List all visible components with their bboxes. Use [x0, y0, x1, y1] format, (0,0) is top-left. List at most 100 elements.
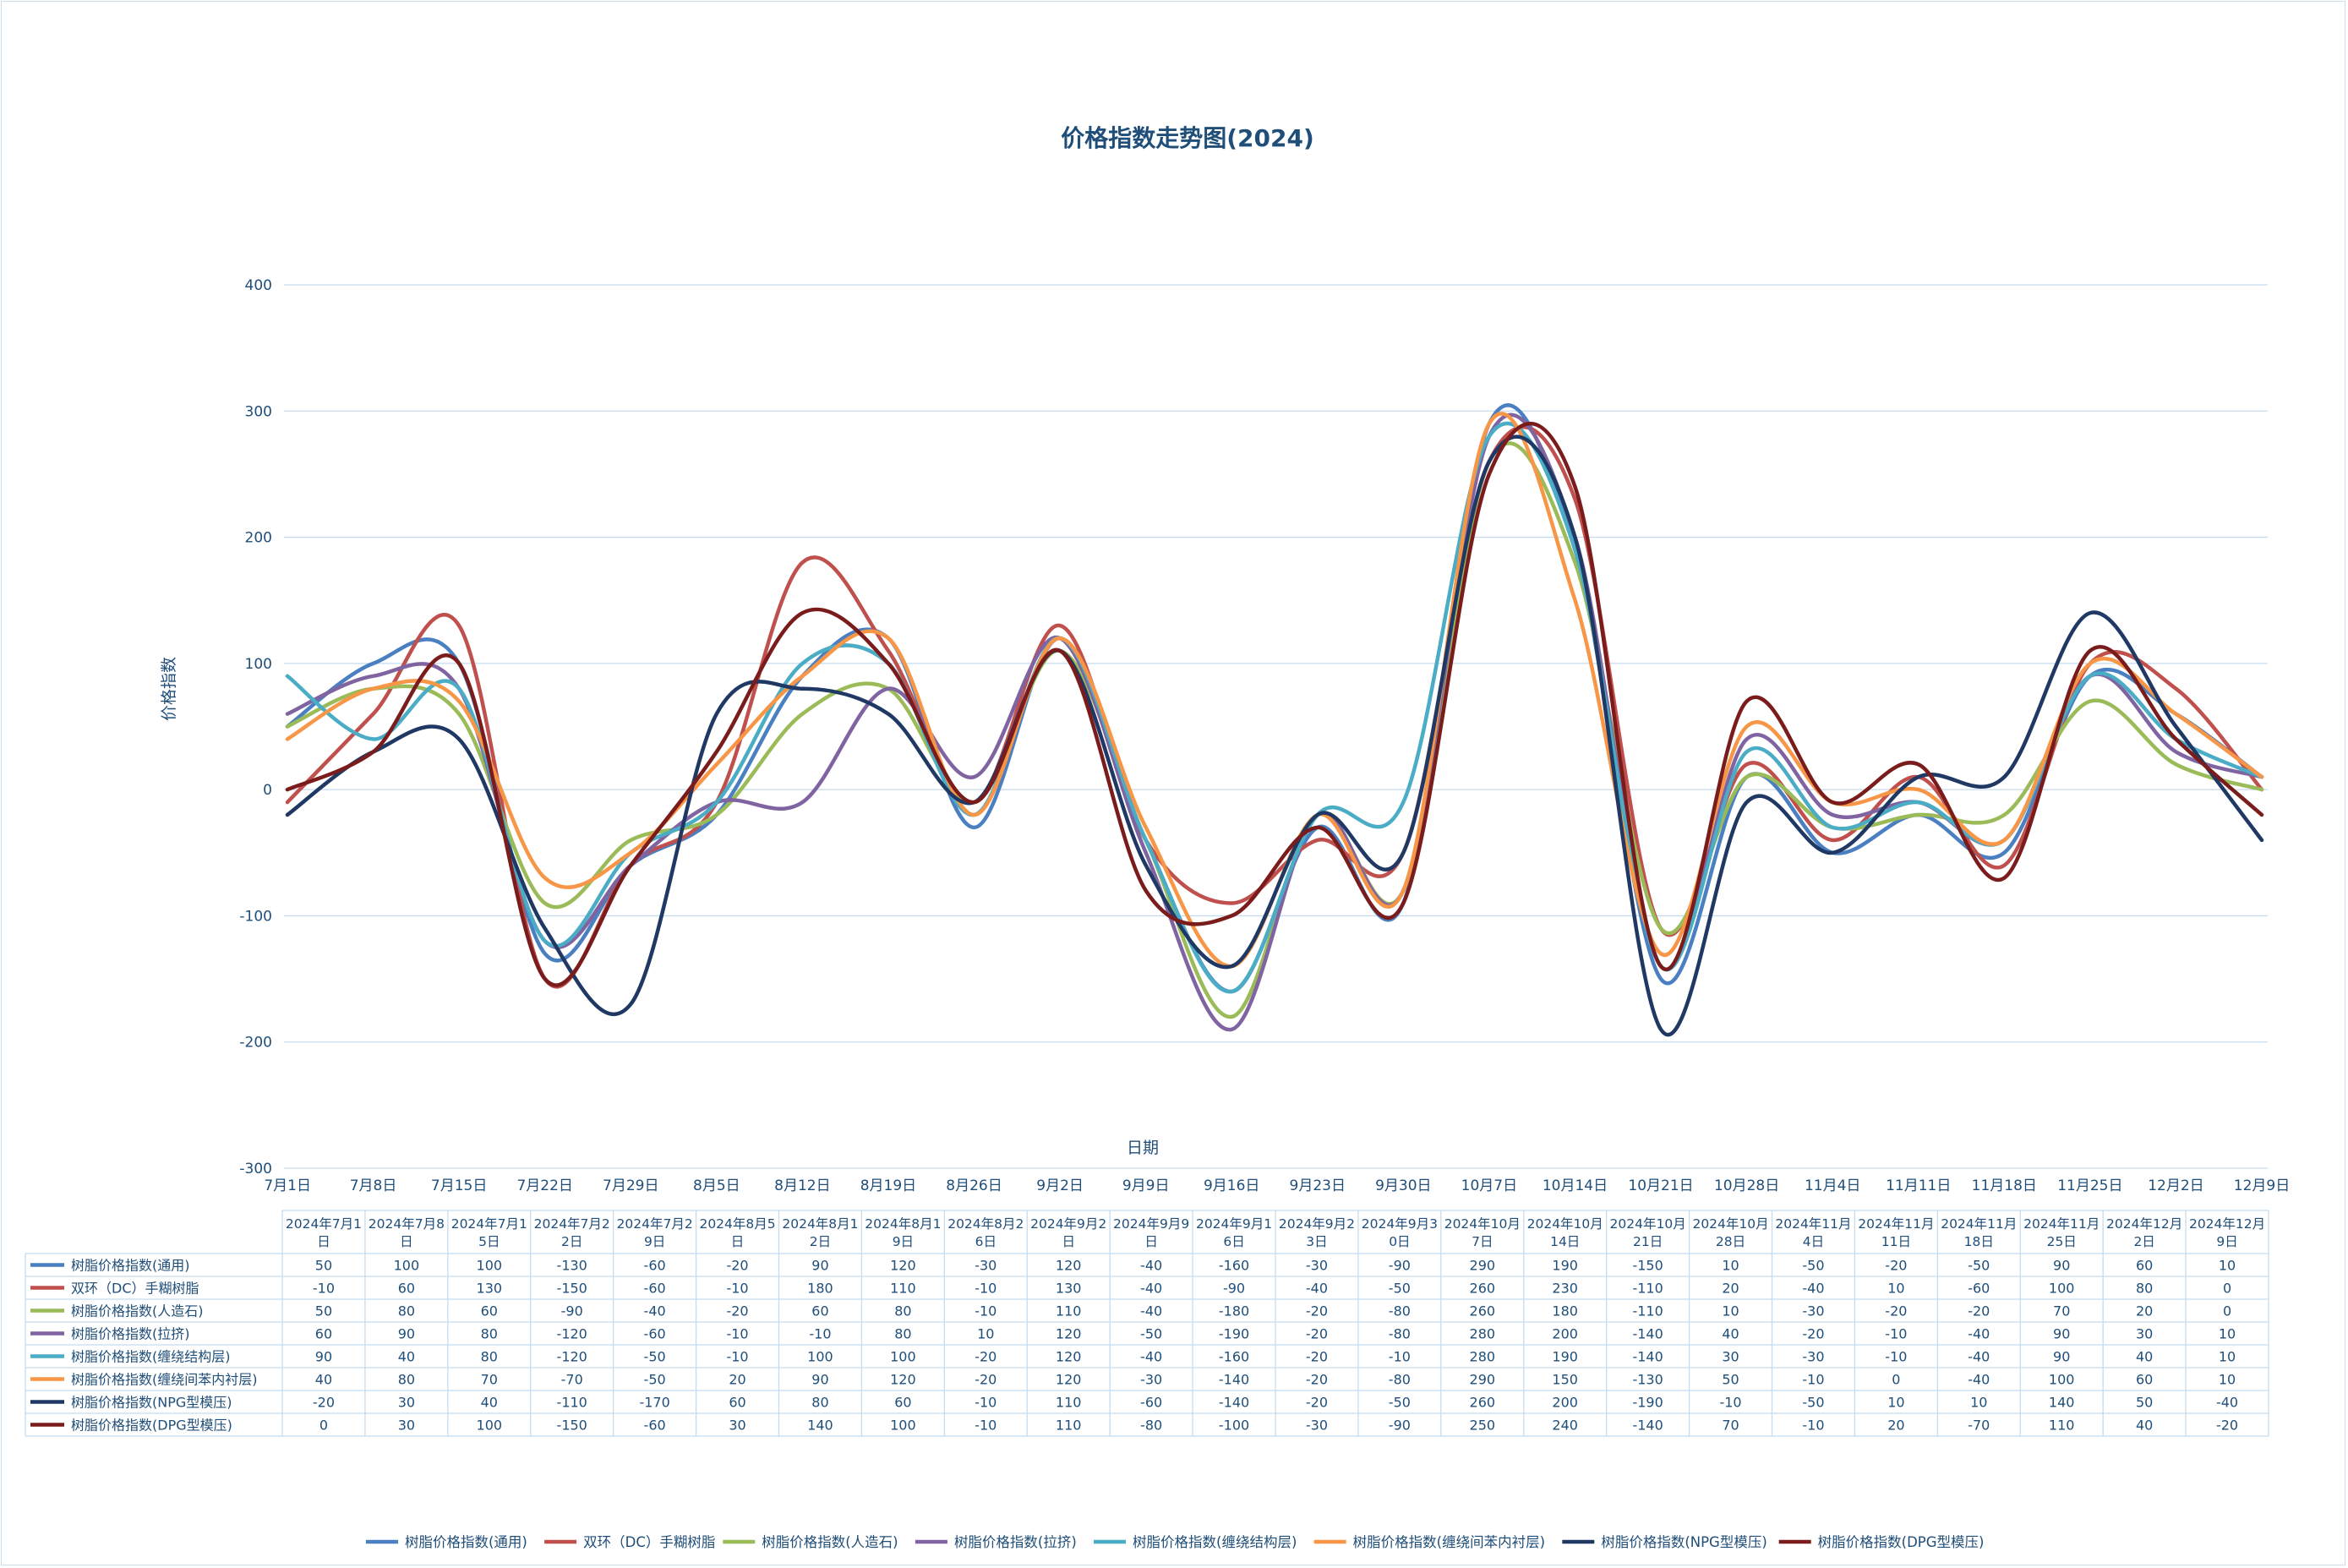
table-cell: -30	[975, 1258, 997, 1274]
table-cell: 280	[1470, 1349, 1496, 1365]
table-cell: -90	[1389, 1258, 1411, 1274]
table-header: 2024年10月	[1610, 1216, 1686, 1232]
table-header: 6日	[1223, 1234, 1244, 1249]
y-axis-ticks: 400 300 200 100 0 -100 -200 -300	[239, 277, 272, 1177]
table-cell: -20	[726, 1258, 748, 1274]
table-cell: 190	[1552, 1349, 1578, 1365]
table-cell: -180	[1219, 1303, 1249, 1319]
table-cell: -150	[1632, 1258, 1663, 1274]
table-cell: -40	[2216, 1395, 2238, 1411]
table-cell: 70	[2053, 1303, 2070, 1319]
table-cell: -40	[1140, 1349, 1162, 1365]
table-header: 2024年7月1	[451, 1216, 527, 1232]
table-cell: -10	[726, 1349, 748, 1365]
table-cell: 80	[398, 1372, 415, 1388]
table-cell: 20	[1887, 1418, 1904, 1434]
table-header: 2024年11月	[1858, 1216, 1934, 1232]
table-cell: -110	[1632, 1303, 1663, 1319]
table-header: 2024年9月2	[1279, 1216, 1355, 1232]
table-cell: 80	[481, 1326, 498, 1342]
table-cell: -80	[1389, 1372, 1411, 1388]
table-header: 9日	[644, 1234, 665, 1249]
table-cell: 10	[2219, 1326, 2236, 1342]
table-cell: 40	[1722, 1326, 1739, 1342]
table-cell: -20	[1885, 1258, 1907, 1274]
table-cell: -60	[1968, 1281, 1990, 1297]
table-cell: 80	[894, 1303, 911, 1319]
table-cell: 60	[315, 1326, 332, 1342]
table-cell: 130	[1056, 1281, 1082, 1297]
x-tick-label: 7月15日	[431, 1177, 487, 1194]
table-cell: 280	[1470, 1326, 1496, 1342]
table-cell: 60	[729, 1395, 745, 1411]
table-cell: -10	[1719, 1395, 1741, 1411]
table-cell: 150	[1552, 1372, 1578, 1388]
table-cell: -90	[1389, 1418, 1411, 1434]
table-cell: 10	[1887, 1395, 1904, 1411]
chart-title: 价格指数走势图(2024)	[1061, 124, 1314, 152]
table-cell: 250	[1470, 1418, 1496, 1434]
table-cell: 110	[890, 1281, 916, 1297]
x-tick-label: 11月4日	[1805, 1177, 1860, 1194]
table-header: 2024年9月3	[1362, 1216, 1438, 1232]
table-cell: 30	[398, 1418, 415, 1434]
x-tick-label: 9月9日	[1122, 1177, 1170, 1194]
table-cell: -10	[975, 1395, 997, 1411]
table-cell: 120	[1056, 1372, 1082, 1388]
table-cell: 10	[1722, 1258, 1739, 1274]
table-cell: 20	[729, 1372, 745, 1388]
table-cell: 90	[2053, 1349, 2070, 1365]
table-cell: -40	[1140, 1281, 1162, 1297]
table-cell: 260	[1470, 1303, 1496, 1319]
table-header: 2024年8月1	[782, 1216, 858, 1232]
table-cell: -120	[557, 1326, 587, 1342]
table-cell: -190	[1219, 1326, 1249, 1342]
table-cell: -30	[1802, 1303, 1824, 1319]
table-cell: -20	[1306, 1349, 1328, 1365]
y-tick-label: 0	[263, 782, 272, 799]
series-lines	[285, 403, 2264, 1037]
table-cell: 60	[811, 1303, 828, 1319]
table-cell: 260	[1470, 1281, 1496, 1297]
table-cell: -150	[557, 1418, 587, 1434]
legend-label: 树脂价格指数(NPG型模压)	[1601, 1534, 1766, 1550]
table-cell: 10	[977, 1326, 994, 1342]
x-tick-label: 8月26日	[946, 1177, 1002, 1194]
x-tick-label: 8月5日	[693, 1177, 740, 1194]
table-cell: 100	[890, 1418, 916, 1434]
table-cell: -70	[1968, 1418, 1990, 1434]
x-axis-label: 日期	[1127, 1139, 1159, 1157]
table-cell: -140	[1219, 1372, 1249, 1388]
table-cell: 100	[807, 1349, 833, 1365]
legend-label: 树脂价格指数(缠绕结构层)	[1133, 1534, 1297, 1550]
table-cell: -20	[1968, 1303, 1990, 1319]
table-series-name: 树脂价格指数(缠绕结构层)	[71, 1349, 231, 1365]
x-tick-label: 7月8日	[350, 1177, 397, 1194]
table-cell: -170	[639, 1395, 669, 1411]
y-tick-label: -300	[239, 1161, 272, 1177]
x-tick-label: 7月1日	[264, 1177, 311, 1194]
table-header: 2024年12月	[2106, 1216, 2182, 1232]
table-cell: -20	[1802, 1326, 1824, 1342]
series-line	[285, 434, 2264, 1037]
table-cell: 190	[1552, 1258, 1578, 1274]
table-cell: 140	[807, 1418, 833, 1434]
table-header: 0日	[1389, 1234, 1410, 1249]
legend-label: 树脂价格指数(人造石)	[762, 1534, 898, 1550]
x-tick-label: 9月30日	[1375, 1177, 1431, 1194]
x-tick-label: 9月23日	[1290, 1177, 1346, 1194]
x-tick-label: 8月12日	[774, 1177, 830, 1194]
table-cell: -20	[1306, 1326, 1328, 1342]
x-tick-label: 7月29日	[603, 1177, 658, 1194]
table-cell: 290	[1470, 1372, 1496, 1388]
data-table: 2024年7月1 日 2024年7月8 日 2024年7月1 5日 2024年7月2 2日 20…	[25, 1210, 2269, 1437]
table-cell: 10	[1887, 1281, 1904, 1297]
table-cell: 40	[315, 1372, 332, 1388]
table-cell: -160	[1219, 1349, 1249, 1365]
table-cell: 30	[398, 1395, 415, 1411]
table-header: 2024年10月	[1444, 1216, 1521, 1232]
table-cell: -140	[1632, 1349, 1663, 1365]
table-cell: -110	[1632, 1281, 1663, 1297]
table-cell: 40	[481, 1395, 498, 1411]
table-cell: 10	[1970, 1395, 1987, 1411]
